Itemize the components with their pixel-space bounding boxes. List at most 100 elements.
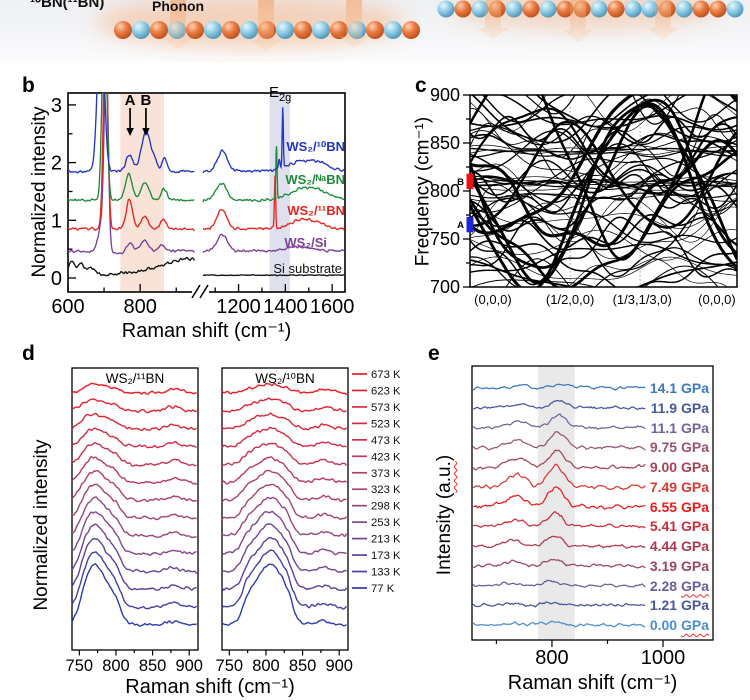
pressure-value: 11.1	[650, 419, 681, 436]
pressure-unit: GPa	[680, 597, 709, 614]
pressure-unit: GPa	[680, 399, 709, 416]
svg-text:750: 750	[66, 657, 94, 675]
panel-b-canvas: 0 1 2 3 600 800 1200 1400 1600 A B	[51, 92, 355, 318]
axis-tick-labels: 750 800 850 900	[66, 657, 203, 675]
panel-e-canvas: 800 1000	[471, 365, 714, 669]
panel-b-plot: 0 1 2 3 600 800 1200 1400 1600 A B	[22, 74, 382, 351]
boron-atom	[294, 21, 312, 39]
panel-d-y-axis-title: Normalized intensity	[31, 439, 52, 611]
pressure-unit: GPa	[680, 518, 709, 535]
svg-text:800: 800	[123, 296, 156, 318]
panel-d-canvas: 750 800 850 900 750 800 850 900 673 K 623 K 573 K 5…	[66, 367, 401, 675]
temp-legend-item: 473 K	[371, 435, 401, 447]
pressure-label-2: 11.1 GPa	[651, 420, 709, 436]
temp-legend-item: 323 K	[371, 484, 401, 496]
temp-legend-item: 423 K	[371, 451, 401, 463]
mode-marker-B	[466, 173, 474, 190]
axis-tick-labels: 800 1000	[535, 647, 685, 669]
nitrogen-atom	[471, 0, 489, 18]
nitrogen-atom	[590, 0, 608, 18]
series-label-4: WS₂/¹⁰BN	[286, 139, 345, 154]
pressure-label-4: 9.00 GPa	[650, 459, 709, 475]
pressure-value: 6.55	[649, 498, 681, 515]
nitrogen-atom	[132, 21, 150, 39]
spectrum-WS₂/Si	[68, 93, 345, 255]
phonon-label: Phonon	[152, 0, 205, 14]
axis-ticks	[67, 104, 333, 292]
e-ylabel-au: a.u.	[434, 461, 455, 493]
panel-d-x-axis-title: Raman shift (cm⁻¹)	[125, 676, 295, 698]
axis-tick-labels: 700 750 800 850 900	[430, 85, 460, 297]
panel-b-letter: b	[22, 74, 35, 97]
nitrogen-atom	[539, 0, 557, 18]
panel-d-plot: 750 800 850 900 750 800 850 900 673 K 623 K 573 K 5…	[22, 340, 412, 700]
phonon-arrow-icon	[478, 0, 508, 40]
series-label-0: Si substrate	[273, 261, 342, 276]
pressure-unit: GPa	[680, 617, 709, 633]
svg-text:850: 850	[430, 133, 460, 153]
temp-spectra-0	[71, 382, 198, 627]
pressure-value: 14.1	[649, 380, 681, 396]
temp-legend-item: 133 K	[371, 567, 401, 579]
pressure-unit: GPa	[680, 478, 709, 495]
temp-legend-item: 623 K	[371, 385, 401, 397]
axis-ticks	[463, 94, 470, 288]
panel-d-subplot-title-10bn: WS₂/¹⁰BN	[255, 371, 315, 386]
temp-spectra-1	[221, 382, 348, 627]
panel-d: 750 800 850 900 750 800 850 900 673 K 623 K 573 K 5…	[22, 340, 412, 700]
e2g-peak-label: E2g	[269, 84, 291, 104]
temp-legend-item: 173 K	[371, 550, 401, 562]
spectrum-WS₂/¹⁰BN	[68, 93, 345, 174]
mode-marker-label-B: B	[457, 177, 464, 188]
temp-legend-item: 573 K	[371, 402, 401, 414]
boron-atom	[222, 21, 240, 39]
axis-ticks	[228, 650, 340, 656]
svg-text:1600: 1600	[310, 296, 355, 318]
e2g-main: E	[269, 84, 280, 101]
panel-c-letter: c	[415, 74, 427, 97]
pressure-unit: GPa	[680, 439, 709, 456]
axis-break-slash	[199, 284, 209, 299]
panel-c-plot: 700 750 800 850 900 (0,0,0) (1/2,0,0) (1/3,1/3,…	[405, 74, 750, 341]
pressure-value: 4.44	[649, 538, 681, 554]
svg-text:A: A	[125, 92, 136, 109]
pressure-unit: GPa	[680, 380, 709, 396]
temperature-legend: 673 K 623 K 573 K 523 K 473 K 423 K 373 K 323 K…	[352, 369, 401, 595]
nitrogen-atom	[240, 21, 258, 39]
svg-text:800: 800	[252, 657, 280, 675]
axis-ticks	[78, 650, 190, 656]
axis-tick-labels: 750 800 850 900	[216, 657, 353, 675]
nitrogen-atom	[437, 0, 455, 18]
svg-text:600: 600	[51, 296, 84, 318]
phonon-arrow-icon	[339, 0, 369, 48]
boron-atom	[366, 21, 384, 39]
phonon-arrow-icon	[163, 0, 193, 50]
nitrogen-atom	[312, 21, 330, 39]
panel-b: 0 1 2 3 600 800 1200 1400 1600 A B b Normalized in…	[22, 74, 382, 346]
plot-frame-1	[221, 367, 349, 651]
axis-ticks	[495, 640, 664, 647]
boron-atom	[150, 21, 168, 39]
svg-text:1200: 1200	[216, 296, 261, 318]
phonon-bands	[470, 95, 737, 287]
nitrogen-atom	[204, 21, 222, 39]
pressure-unit: GPa	[680, 419, 709, 436]
boron-atom	[454, 0, 472, 18]
panel-e-x-axis-title: Raman shift (cm⁻¹)	[507, 672, 678, 694]
spectrum-Si substrate	[68, 256, 345, 277]
svg-text:850: 850	[289, 657, 317, 675]
pressure-value: 3.19	[649, 557, 681, 574]
pressure-label-8: 4.44 GPa	[650, 538, 709, 554]
svg-text:1: 1	[51, 210, 62, 232]
panel-d-subplot-title-11bn: WS₂/¹¹BN	[105, 371, 165, 386]
temp-legend-item: 523 K	[371, 418, 401, 430]
svg-text:800: 800	[535, 647, 568, 669]
temp-legend-item: 673 K	[371, 369, 401, 381]
boron-atom	[186, 21, 204, 39]
nitrogen-atom	[384, 21, 402, 39]
panel-e-plot: 800 1000	[415, 340, 750, 700]
series-label-3: WS₂/ᴺᵃBN	[285, 172, 345, 187]
svg-text:1000: 1000	[641, 647, 686, 669]
temp-legend-item: 298 K	[371, 501, 401, 513]
